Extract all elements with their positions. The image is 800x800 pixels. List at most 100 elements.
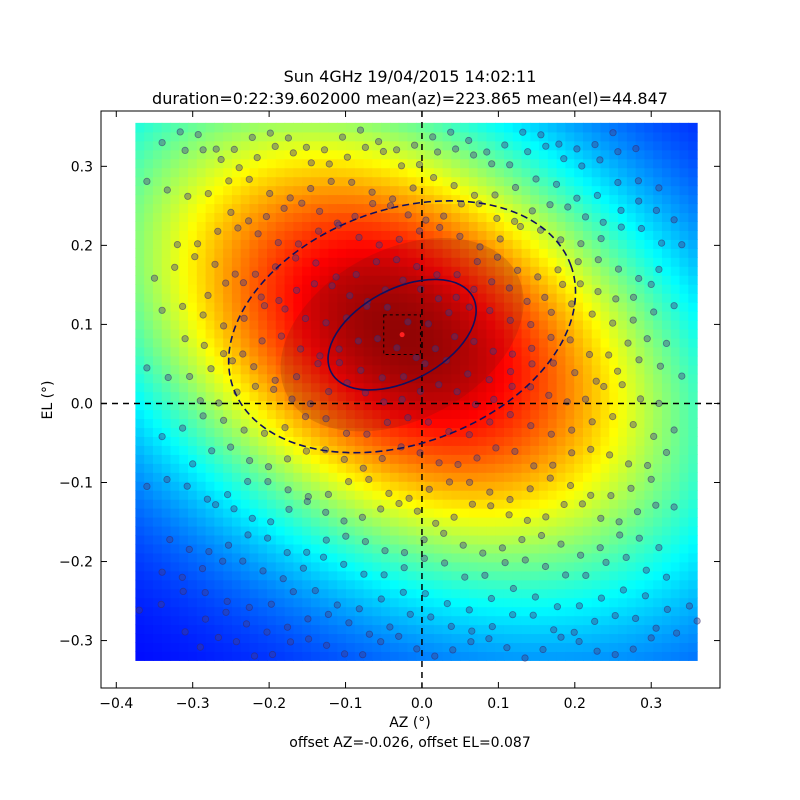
scan-point <box>549 359 558 367</box>
heatmap-cell <box>161 203 172 214</box>
heatmap-cell <box>328 158 338 169</box>
heatmap-cell <box>661 257 672 267</box>
heatmap-cell <box>249 499 259 509</box>
heatmap-cell <box>539 167 549 178</box>
heatmap-cell <box>152 561 163 572</box>
heatmap-cell <box>293 463 303 473</box>
heatmap-cell <box>205 606 215 617</box>
heatmap-cell <box>468 615 479 626</box>
heatmap-cell <box>600 203 610 214</box>
heatmap-cell <box>460 534 470 545</box>
scan-point <box>541 293 549 301</box>
heatmap-cell <box>389 140 400 151</box>
scan-point <box>327 177 335 185</box>
heatmap-cell <box>433 552 444 563</box>
heatmap-cell <box>416 221 426 231</box>
heatmap-cell <box>389 221 400 231</box>
scan-point <box>283 548 291 557</box>
heatmap-cell <box>135 248 145 258</box>
heatmap-cell <box>196 310 207 321</box>
heatmap-cell <box>302 427 312 437</box>
heatmap-cell <box>302 570 312 581</box>
heatmap-cell <box>477 400 488 411</box>
heatmap-cell <box>512 588 523 599</box>
heatmap-cell <box>223 642 233 652</box>
heatmap-cell <box>267 131 277 142</box>
heatmap-cell <box>591 597 602 608</box>
scan-point <box>346 292 354 300</box>
heatmap-cell <box>512 319 523 330</box>
heatmap-cell <box>433 445 444 455</box>
heatmap-cell <box>337 427 347 437</box>
scan-point <box>431 652 439 660</box>
scan-point <box>546 201 554 209</box>
heatmap-cell <box>196 212 207 222</box>
heatmap-cell <box>135 221 145 231</box>
heatmap-cell <box>661 203 672 214</box>
scan-point <box>485 376 493 384</box>
heatmap-cell <box>530 517 540 527</box>
heatmap-cell <box>223 525 233 536</box>
heatmap-cell <box>609 337 619 348</box>
heatmap-cell <box>530 221 540 231</box>
scan-point <box>613 367 622 375</box>
scan-point <box>271 142 279 150</box>
heatmap-cell <box>416 409 426 420</box>
heatmap-cell <box>214 624 224 635</box>
heatmap-cell <box>539 355 549 366</box>
heatmap-cell <box>425 355 435 366</box>
heatmap-cell <box>249 588 259 599</box>
heatmap-cell <box>152 293 163 303</box>
heatmap-cell <box>381 588 391 599</box>
scan-point <box>652 624 660 632</box>
heatmap-cell <box>530 230 540 240</box>
heatmap-cell <box>310 382 321 393</box>
heatmap-cell <box>574 382 584 393</box>
heatmap-cell <box>231 615 242 626</box>
heatmap-cell <box>635 606 646 617</box>
heatmap-cell <box>495 543 505 554</box>
heatmap-cell <box>372 534 382 545</box>
heatmap-cell <box>574 319 584 330</box>
heatmap-cell <box>644 248 654 258</box>
heatmap-cell <box>161 400 172 411</box>
heatmap-cell <box>398 221 409 231</box>
heatmap-cell <box>635 194 646 205</box>
heatmap-cell <box>565 534 575 545</box>
heatmap-cell <box>486 346 496 357</box>
heatmap-cell <box>354 454 365 464</box>
heatmap-cell <box>547 624 558 635</box>
heatmap-cell <box>635 158 646 169</box>
heatmap-cell <box>337 543 347 554</box>
heatmap-cell <box>609 409 619 420</box>
heatmap-cell <box>618 463 628 473</box>
heatmap-cell <box>556 597 567 608</box>
heatmap-cell <box>240 490 251 500</box>
heatmap-cell <box>170 239 180 249</box>
heatmap-cell <box>231 400 242 411</box>
scan-point <box>357 366 365 374</box>
heatmap-cell <box>398 355 409 366</box>
heatmap-cell <box>363 266 373 276</box>
heatmap-cell <box>249 463 259 473</box>
x-axis-label: AZ (°) <box>389 715 431 731</box>
heatmap-cell <box>547 606 558 617</box>
heatmap-cell <box>670 266 681 276</box>
heatmap-cell <box>451 194 461 205</box>
heatmap-cell <box>547 579 558 590</box>
scan-point <box>571 369 579 377</box>
heatmap-cell <box>188 275 198 285</box>
heatmap-cell <box>451 230 461 240</box>
heatmap-cell <box>495 319 505 330</box>
heatmap-cell <box>214 212 224 222</box>
heatmap-cell <box>179 517 189 527</box>
heatmap-cell <box>425 221 435 231</box>
heatmap-cell <box>302 508 312 518</box>
heatmap-cell <box>196 373 207 384</box>
heatmap-cell <box>381 391 391 402</box>
heatmap-cell <box>354 490 365 500</box>
scan-point <box>381 547 389 555</box>
heatmap-cell <box>231 158 242 169</box>
heatmap-cell <box>503 230 514 240</box>
heatmap-cell <box>231 588 242 599</box>
